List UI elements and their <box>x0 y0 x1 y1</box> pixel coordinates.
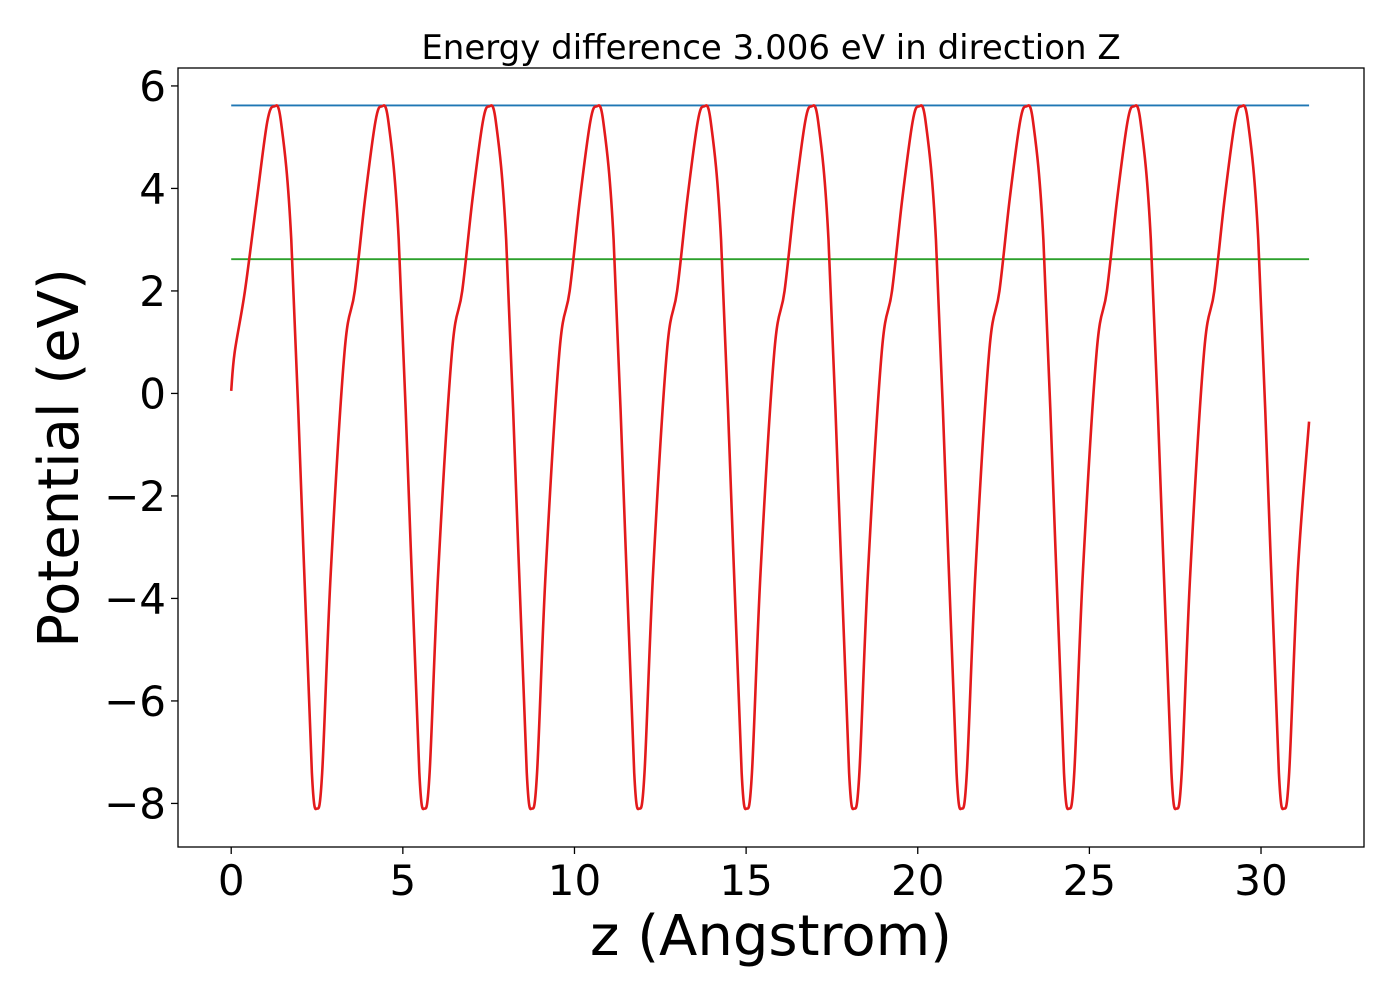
x-axis: 0 5 10 15 20 25 30 <box>218 847 1288 905</box>
x-axis-label: z (Angstrom) <box>590 904 952 969</box>
x-tick-label: 25 <box>1063 856 1116 905</box>
y-tick-label: −2 <box>104 472 166 521</box>
plot-frame <box>177 67 1365 848</box>
x-tick-label: 30 <box>1234 856 1287 905</box>
y-tick-label: −6 <box>104 677 166 726</box>
y-tick-label: −8 <box>104 779 166 828</box>
chart-title: Energy difference 3.006 eV in direction … <box>421 28 1120 68</box>
x-tick-label: 20 <box>891 856 944 905</box>
y-axis-label: Potential (eV) <box>27 268 92 648</box>
x-tick-label: 0 <box>218 856 245 905</box>
y-axis: −8 −6 −4 −2 0 2 4 6 <box>104 62 178 828</box>
plot-area <box>229 104 1311 811</box>
x-tick-label: 5 <box>389 856 416 905</box>
series-line-0 <box>229 104 1311 811</box>
y-tick-label: 6 <box>139 62 166 111</box>
x-tick-label: 10 <box>548 856 601 905</box>
y-tick-label: −4 <box>104 574 166 623</box>
y-tick-label: 0 <box>139 369 166 418</box>
y-tick-label: 2 <box>139 267 166 316</box>
x-tick-label: 15 <box>719 856 772 905</box>
y-tick-label: 4 <box>139 164 166 213</box>
